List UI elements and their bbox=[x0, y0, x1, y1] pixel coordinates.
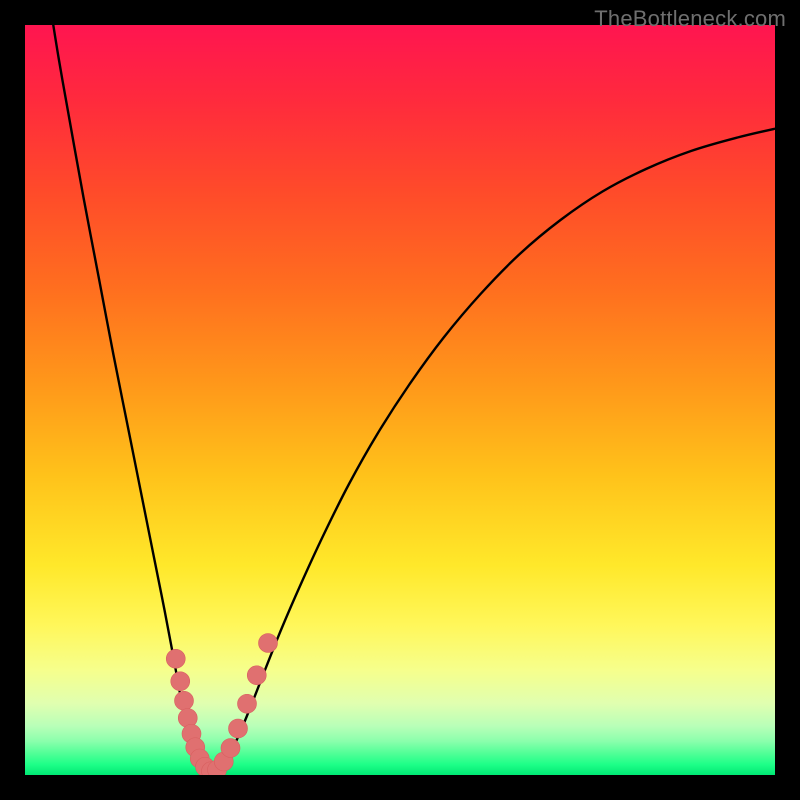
bottleneck-curve bbox=[50, 25, 775, 775]
data-marker bbox=[175, 691, 194, 710]
data-marker bbox=[221, 739, 240, 758]
data-marker bbox=[229, 719, 248, 738]
stage: TheBottleneck.com bbox=[0, 0, 800, 800]
data-marker bbox=[247, 666, 266, 685]
watermark-text: TheBottleneck.com bbox=[594, 6, 786, 32]
data-marker bbox=[166, 649, 185, 668]
data-marker bbox=[171, 672, 190, 691]
data-marker bbox=[238, 694, 257, 713]
chart-svg bbox=[25, 25, 775, 775]
plot-area bbox=[25, 25, 775, 775]
data-marker bbox=[259, 634, 278, 653]
